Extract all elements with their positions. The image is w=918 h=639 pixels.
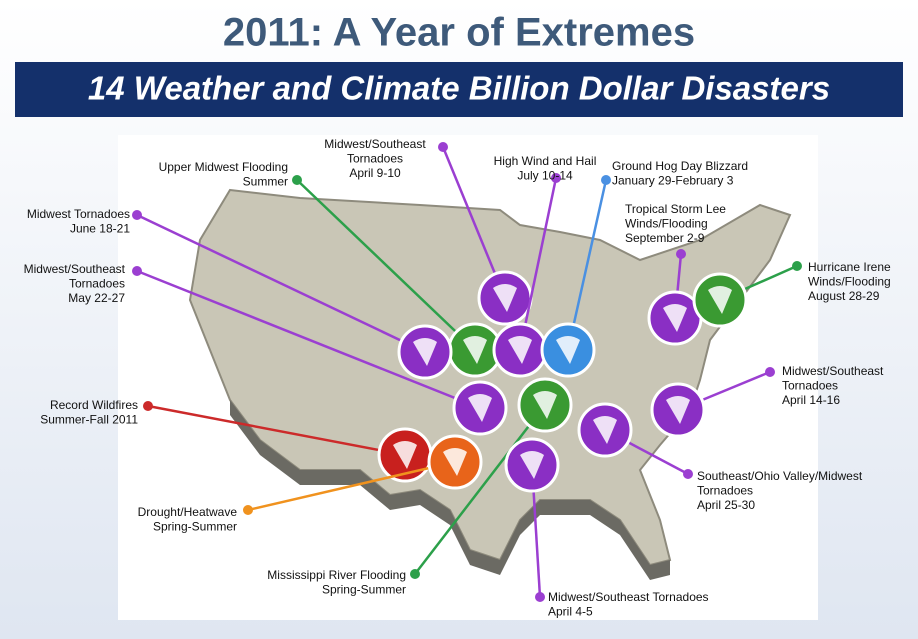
- event-label: High Wind and Hail: [494, 154, 597, 168]
- leader-dot: [683, 469, 693, 479]
- icon-glyph: [533, 391, 557, 419]
- event-label: Summer: [243, 175, 288, 189]
- event-label: Drought/Heatwave: [138, 505, 238, 519]
- event-label: Ground Hog Day Blizzard: [612, 159, 748, 173]
- event-label: September 2-9: [625, 231, 705, 245]
- leader-dot: [792, 261, 802, 271]
- event-label: Upper Midwest Flooding: [159, 160, 288, 174]
- event-label: Spring-Summer: [153, 520, 237, 534]
- event-label: Winds/Flooding: [808, 275, 891, 289]
- icon-glyph: [666, 396, 690, 424]
- leader-line: [518, 177, 558, 351]
- icon-glyph: [443, 448, 467, 476]
- event-label: Winds/Flooding: [625, 217, 708, 231]
- leader-dot: [438, 142, 448, 152]
- event-label: April 9-10: [349, 166, 401, 180]
- icon-glyph: [593, 416, 617, 444]
- icon-glyph: [463, 336, 487, 364]
- leader-dot: [535, 592, 545, 602]
- event-label: Tornadoes: [69, 277, 125, 291]
- event-label: Spring-Summer: [322, 583, 406, 597]
- event-label: April 25-30: [697, 498, 755, 512]
- event-label: August 28-29: [808, 289, 880, 303]
- leader-dot: [551, 173, 561, 183]
- event-label: April 14-16: [782, 393, 840, 407]
- leader-dot: [292, 175, 302, 185]
- icon-glyph: [556, 336, 580, 364]
- subtitle: 14 Weather and Climate Billion Dollar Di…: [88, 70, 830, 107]
- leader-dot: [143, 401, 153, 411]
- subtitle-bar: [15, 62, 903, 117]
- icon-glyph: [663, 304, 687, 332]
- leader-line: [566, 179, 608, 351]
- event-label: Tornadoes: [347, 152, 403, 166]
- event-label: Tornadoes: [782, 379, 838, 393]
- event-label: Tornadoes: [697, 484, 753, 498]
- leader-dot: [676, 249, 686, 259]
- title: 2011: A Year of Extremes: [223, 11, 695, 55]
- icon-glyph: [468, 394, 492, 422]
- leader-line: [147, 404, 406, 457]
- leader-line: [136, 213, 426, 354]
- leader-dot: [601, 175, 611, 185]
- event-label: Midwest/Southeast: [24, 262, 126, 276]
- event-label: Midwest Tornadoes: [27, 207, 130, 221]
- icon-glyph: [508, 336, 532, 364]
- event-label: Midwest/Southeast: [782, 364, 884, 378]
- event-label: Tropical Storm Lee: [625, 202, 726, 216]
- leader-dot: [132, 266, 142, 276]
- event-label: Hurricane Irene: [808, 260, 891, 274]
- event-label: July 10-14: [517, 169, 573, 183]
- leader-line: [414, 404, 546, 575]
- leader-line: [136, 269, 481, 410]
- icon-glyph: [393, 441, 417, 469]
- leader-dot: [765, 367, 775, 377]
- event-label: January 29-February 3: [612, 174, 734, 188]
- event-label: Summer-Fall 2011: [40, 413, 138, 427]
- icon-glyph: [708, 286, 732, 314]
- event-label: Midwest/Southeast: [324, 137, 426, 151]
- event-label: June 18-21: [70, 222, 130, 236]
- icon-glyph: [520, 451, 544, 479]
- icon-glyph: [413, 338, 437, 366]
- event-label: April 4-5: [548, 605, 593, 619]
- event-label: Record Wildfires: [50, 398, 138, 412]
- leader-line: [296, 179, 476, 351]
- event-label: Mississippi River Flooding: [267, 568, 406, 582]
- leader-dot: [132, 210, 142, 220]
- event-label: Midwest/Southeast Tornadoes: [548, 590, 709, 604]
- event-label: Southeast/Ohio Valley/Midwest: [697, 469, 863, 483]
- event-label: May 22-27: [68, 291, 125, 305]
- icon-glyph: [493, 284, 517, 312]
- leader-dot: [410, 569, 420, 579]
- leader-dot: [243, 505, 253, 515]
- leader-line: [247, 460, 456, 512]
